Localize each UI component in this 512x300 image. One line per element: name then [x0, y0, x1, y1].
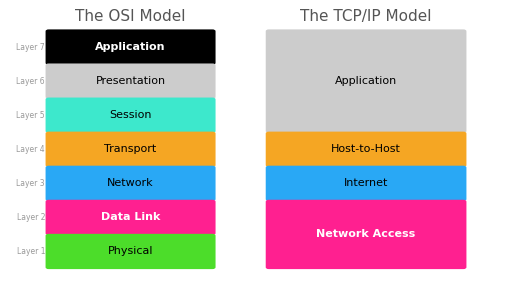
Text: Application: Application [335, 76, 397, 86]
Text: Physical: Physical [108, 247, 153, 256]
Text: Layer 6: Layer 6 [16, 76, 45, 85]
Text: Application: Application [95, 42, 166, 52]
FancyBboxPatch shape [46, 29, 216, 65]
Text: Session: Session [109, 110, 152, 120]
Text: Layer 2: Layer 2 [16, 213, 45, 222]
Text: Transport: Transport [104, 144, 157, 154]
Text: Layer 5: Layer 5 [16, 111, 45, 120]
Text: Layer 7: Layer 7 [16, 43, 45, 52]
FancyBboxPatch shape [46, 200, 216, 235]
FancyBboxPatch shape [46, 234, 216, 269]
Text: Data Link: Data Link [101, 212, 160, 222]
Text: Layer 3: Layer 3 [16, 179, 45, 188]
FancyBboxPatch shape [266, 200, 466, 269]
Text: The TCP/IP Model: The TCP/IP Model [301, 9, 432, 24]
FancyBboxPatch shape [46, 166, 216, 201]
FancyBboxPatch shape [266, 166, 466, 201]
Text: Internet: Internet [344, 178, 388, 188]
Text: Host-to-Host: Host-to-Host [331, 144, 401, 154]
FancyBboxPatch shape [46, 132, 216, 167]
Text: Network Access: Network Access [316, 230, 416, 239]
Text: Network: Network [107, 178, 154, 188]
FancyBboxPatch shape [266, 132, 466, 167]
FancyBboxPatch shape [266, 29, 466, 133]
FancyBboxPatch shape [46, 64, 216, 99]
Text: Layer 1: Layer 1 [16, 247, 45, 256]
Text: Presentation: Presentation [96, 76, 165, 86]
Text: The OSI Model: The OSI Model [75, 9, 186, 24]
FancyBboxPatch shape [46, 98, 216, 133]
Text: Layer 4: Layer 4 [16, 145, 45, 154]
